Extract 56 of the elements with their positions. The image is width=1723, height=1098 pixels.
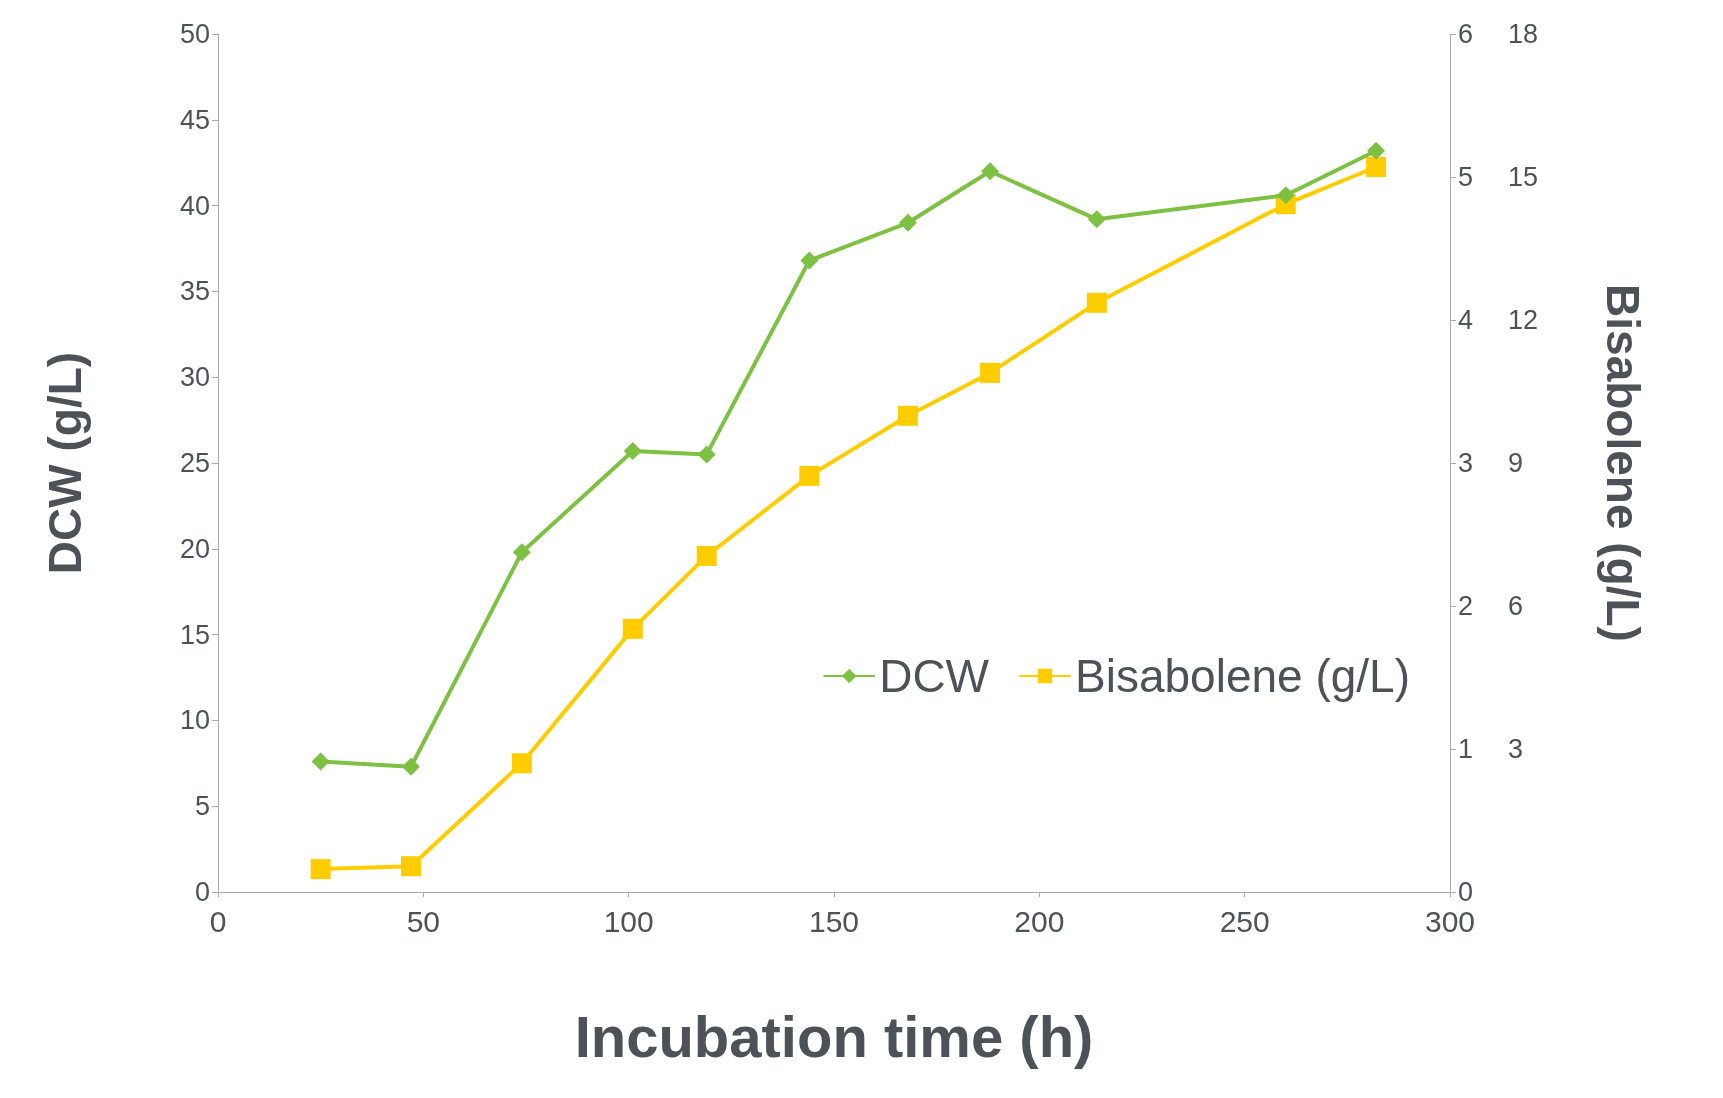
point	[800, 251, 819, 270]
y-tick-label: 40	[179, 190, 210, 221]
y2-tick-label: 0	[1458, 877, 1474, 907]
point	[1366, 156, 1387, 177]
point	[799, 465, 820, 486]
point	[981, 162, 1000, 181]
x-tick-label: 250	[1219, 904, 1270, 938]
x-tick-label: 50	[406, 904, 441, 938]
y-tick-label: 10	[179, 705, 210, 736]
y3-tick-label: 3	[1508, 734, 1524, 764]
point	[623, 441, 642, 460]
point	[310, 859, 331, 880]
y2-tick-label: 2	[1458, 591, 1474, 621]
y2-tick-label: 3	[1458, 448, 1474, 478]
point	[1086, 292, 1107, 313]
y3-tick-label: 9	[1508, 448, 1524, 478]
point	[696, 545, 717, 566]
y3-tick-label: 18	[1508, 19, 1539, 49]
y-axis-title: DCW (g/L)	[39, 351, 91, 575]
y-tick-label: 15	[179, 619, 210, 650]
point	[622, 618, 643, 639]
y-tick-label: 30	[179, 362, 210, 393]
y3-tick-label: 12	[1508, 305, 1539, 335]
y-tick-label: 50	[179, 19, 210, 49]
y2-axis-title: Bisabolene (g/L)	[1597, 284, 1649, 642]
x-tick-label: 150	[808, 904, 860, 938]
point	[512, 543, 531, 562]
x-tick-label: 300	[1424, 904, 1476, 938]
y-tick-label: 5	[194, 791, 210, 822]
point	[511, 753, 532, 774]
x-axis-title: Incubation time (h)	[574, 1003, 1094, 1069]
point	[401, 856, 422, 877]
y-tick-label: 35	[179, 276, 210, 307]
y3-tick-label: 6	[1508, 591, 1524, 621]
y-tick-label: 45	[179, 104, 210, 135]
y2-tick-label: 4	[1458, 305, 1474, 335]
y-tick-label: 20	[179, 533, 210, 564]
y3-tick-label: 15	[1508, 162, 1539, 192]
point	[1087, 210, 1106, 229]
point	[697, 445, 716, 464]
y-tick-label: 0	[194, 877, 210, 907]
point	[1367, 141, 1386, 160]
point	[897, 405, 918, 426]
x-tick-label: 200	[1014, 904, 1065, 938]
point	[980, 362, 1001, 383]
y2-tick-label: 1	[1458, 734, 1474, 764]
point	[402, 757, 421, 776]
point	[898, 213, 917, 232]
y2-tick-label: 6	[1458, 19, 1474, 49]
y-tick-label: 25	[179, 448, 210, 478]
y2-tick-label: 5	[1458, 162, 1474, 192]
point	[311, 752, 330, 771]
legend-label: Bisabolene (g/L)	[1075, 650, 1410, 702]
point	[1276, 186, 1295, 205]
legend-label: DCW	[879, 650, 990, 702]
x-tick-label: 100	[603, 904, 654, 938]
